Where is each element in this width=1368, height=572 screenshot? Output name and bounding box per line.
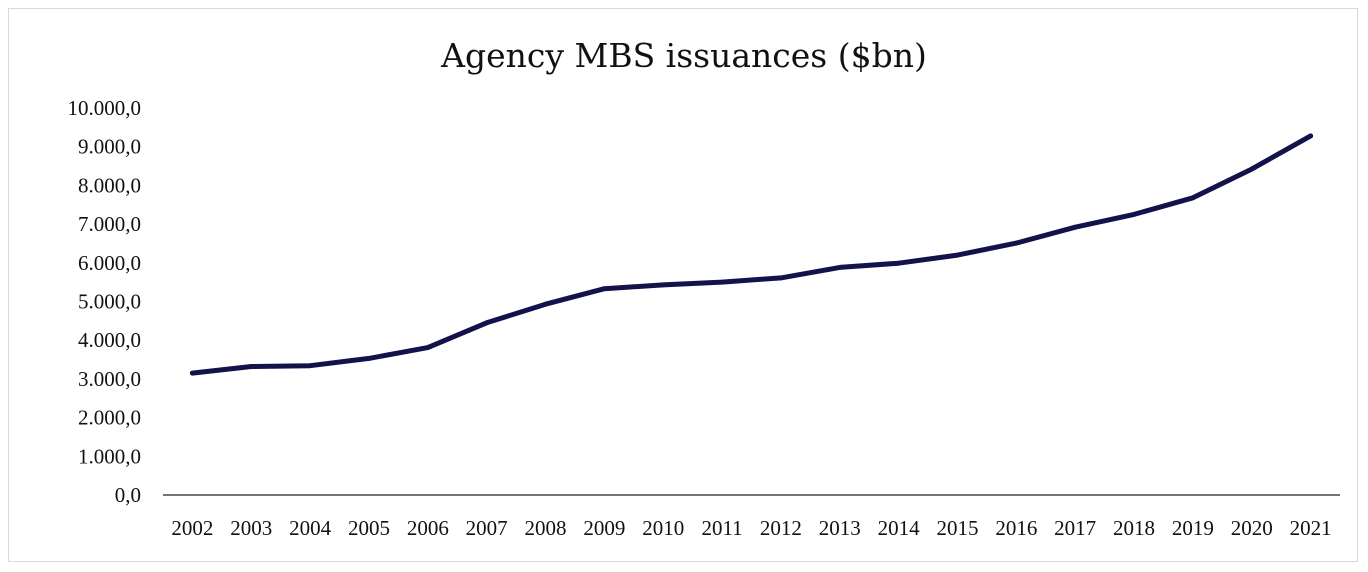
data-point-2004: [307, 363, 313, 369]
x-tick-label: 2013: [819, 516, 861, 540]
x-tick-label: 2020: [1231, 516, 1273, 540]
data-point-2015: [955, 252, 960, 258]
data-point-2021: [1308, 133, 1313, 139]
x-tick-label: 2005: [348, 516, 390, 540]
data-point-2019: [1190, 195, 1196, 201]
data-point-2010: [660, 282, 666, 288]
y-tick-label: 7.000,0: [78, 212, 141, 236]
data-point-2020: [1249, 166, 1255, 172]
x-tick-label: 2017: [1054, 516, 1096, 540]
series-layer: [189, 133, 1314, 376]
data-point-2018: [1131, 212, 1137, 217]
x-axis-ticks: 2002 2003 2004 2005 2006 2007 2008 2009 2010 2011…: [171, 516, 1331, 540]
data-point-2017: [1072, 224, 1078, 230]
y-tick-label: 0,0: [115, 483, 141, 507]
x-tick-label: 2016: [995, 516, 1037, 540]
x-tick-label: 2007: [466, 516, 508, 540]
y-tick-label: 9.000,0: [78, 135, 141, 159]
x-tick-label: 2004: [289, 516, 332, 540]
data-point-2012: [778, 275, 784, 281]
y-tick-label: 3.000,0: [78, 367, 141, 391]
data-point-2008: [543, 301, 548, 307]
chart-title: Agency MBS issuances ($bn): [440, 36, 927, 75]
data-point-2014: [896, 260, 901, 266]
y-axis-ticks: 0,0 1.000,0 2.000,0 3.000,0 4.000,0 5.000,0 6.…: [68, 96, 142, 507]
x-tick-label: 2002: [171, 516, 213, 540]
data-point-2007: [484, 320, 490, 326]
x-tick-label: 2010: [642, 516, 684, 540]
x-tick-label: 2018: [1113, 516, 1155, 540]
data-point-2011: [719, 279, 725, 285]
data-point-2005: [366, 356, 372, 361]
series-line: [189, 133, 1314, 376]
y-tick-label: 2.000,0: [78, 406, 141, 430]
data-point-2002: [190, 370, 195, 376]
y-tick-label: 4.000,0: [78, 328, 141, 352]
data-point-2013: [837, 265, 843, 270]
x-tick-label: 2021: [1290, 516, 1332, 540]
y-tick-label: 10.000,0: [68, 96, 142, 120]
x-tick-label: 2015: [936, 516, 978, 540]
x-tick-label: 2008: [525, 516, 567, 540]
x-tick-label: 2019: [1172, 516, 1214, 540]
x-tick-label: 2003: [230, 516, 272, 540]
data-point-2016: [1013, 240, 1019, 246]
data-point-2003: [248, 364, 254, 369]
x-tick-label: 2012: [760, 516, 802, 540]
x-tick-label: 2009: [583, 516, 625, 540]
y-tick-label: 1.000,0: [78, 444, 141, 468]
data-point-2009: [602, 286, 607, 292]
x-tick-label: 2014: [878, 516, 921, 540]
data-point-2006: [425, 345, 431, 350]
x-tick-label: 2011: [701, 516, 742, 540]
y-tick-label: 6.000,0: [78, 251, 141, 275]
x-tick-label: 2006: [407, 516, 449, 540]
y-tick-label: 5.000,0: [78, 290, 141, 314]
y-tick-label: 8.000,0: [78, 173, 141, 197]
